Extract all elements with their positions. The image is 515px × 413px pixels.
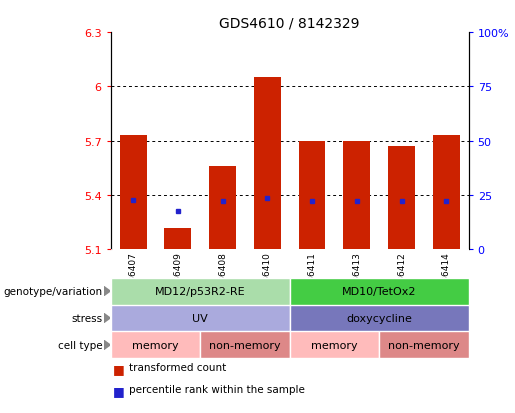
Bar	[388, 147, 415, 250]
Polygon shape	[104, 340, 110, 350]
Bar	[379, 332, 469, 358]
Text: percentile rank within the sample: percentile rank within the sample	[129, 384, 305, 394]
Text: ■: ■	[113, 363, 125, 375]
Bar	[344, 141, 370, 250]
Text: non-memory: non-memory	[388, 340, 460, 350]
Text: non-memory: non-memory	[209, 340, 281, 350]
Text: GSM936411: GSM936411	[307, 251, 317, 306]
Text: GSM936413: GSM936413	[352, 251, 362, 306]
Bar	[299, 141, 325, 250]
Text: memory: memory	[132, 340, 179, 350]
Text: GSM936412: GSM936412	[397, 251, 406, 306]
Bar	[111, 332, 200, 358]
Text: GSM936410: GSM936410	[263, 251, 272, 306]
Bar	[111, 305, 289, 332]
Bar	[164, 228, 191, 250]
Bar	[209, 167, 236, 250]
Bar	[200, 332, 289, 358]
Text: memory: memory	[311, 340, 358, 350]
Text: GSM936408: GSM936408	[218, 251, 227, 306]
Bar	[254, 78, 281, 250]
Text: GSM936407: GSM936407	[129, 251, 138, 306]
Title: GDS4610 / 8142329: GDS4610 / 8142329	[219, 17, 360, 31]
Text: GSM936409: GSM936409	[174, 251, 182, 306]
Text: GSM936414: GSM936414	[442, 251, 451, 306]
Text: MD10/TetOx2: MD10/TetOx2	[342, 286, 417, 297]
Text: MD12/p53R2-RE: MD12/p53R2-RE	[155, 286, 246, 297]
Text: doxycycline: doxycycline	[346, 313, 412, 323]
Bar	[289, 278, 469, 305]
Text: cell type: cell type	[58, 340, 103, 350]
Text: transformed count: transformed count	[129, 363, 226, 373]
Bar	[289, 332, 379, 358]
Bar	[119, 136, 146, 250]
Text: genotype/variation: genotype/variation	[4, 286, 103, 297]
Text: UV: UV	[192, 313, 208, 323]
Text: ■: ■	[113, 384, 125, 397]
Bar	[289, 305, 469, 332]
Bar	[111, 278, 289, 305]
Bar	[433, 136, 460, 250]
Polygon shape	[104, 287, 110, 296]
Text: stress: stress	[72, 313, 103, 323]
Polygon shape	[104, 313, 110, 323]
